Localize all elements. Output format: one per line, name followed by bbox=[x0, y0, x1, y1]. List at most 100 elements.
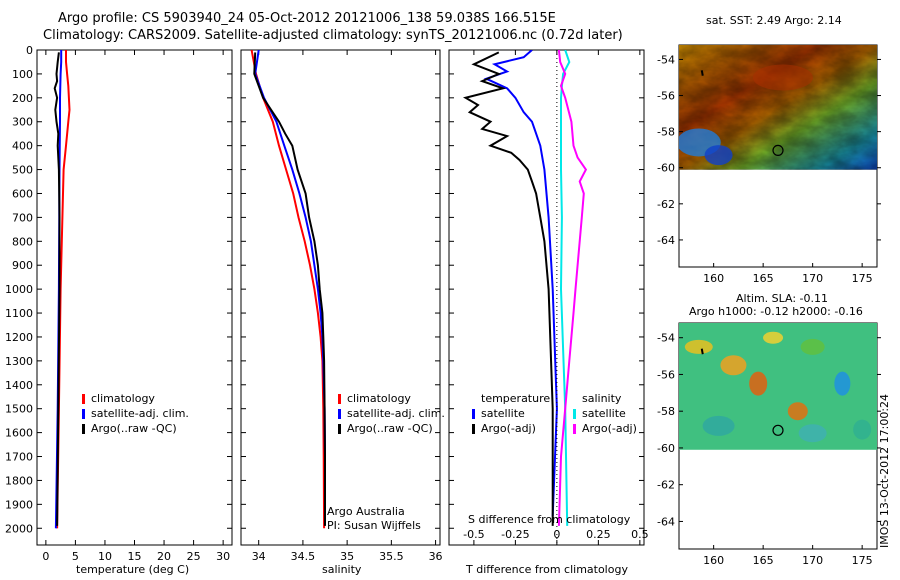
depth-tick-label: 800 bbox=[12, 235, 33, 248]
sst-map-y-tick-label: -62 bbox=[657, 198, 675, 211]
depth-tick-label: 1000 bbox=[5, 283, 33, 296]
depth-tick-label: 1600 bbox=[5, 427, 33, 440]
depth-tick-label: 900 bbox=[12, 259, 33, 272]
sst-map-x-tick-label: 170 bbox=[802, 272, 823, 285]
s-difference-axis-label: S difference from climatology bbox=[468, 513, 631, 526]
difference-salinity-legend: salinity satellite Argo(-adj) bbox=[573, 391, 637, 436]
legend-label-s-argo: Argo(-adj) bbox=[582, 422, 637, 435]
legend-swatch-t-satellite bbox=[472, 409, 475, 419]
sst-map-field-group bbox=[679, 45, 877, 170]
sla-map-sla-anomaly bbox=[800, 338, 825, 355]
salinity-panel-x-tick-label: 35.5 bbox=[379, 550, 404, 563]
depth-tick-label: 1700 bbox=[5, 451, 33, 464]
difference-s-tick-label: -0.5 bbox=[463, 528, 484, 541]
temperature-panel-x-tick-label: 15 bbox=[128, 550, 142, 563]
temperature-panel-x-tick-label: 0 bbox=[42, 550, 49, 563]
sla-map-sla-anomaly bbox=[749, 371, 768, 396]
legend-item-argo: Argo(..raw -QC) bbox=[82, 421, 189, 436]
temperature-panel-x-tick-label: 30 bbox=[216, 550, 230, 563]
sla-map-y-tick-label: -60 bbox=[657, 442, 675, 455]
sla-map-x-tick-label: 165 bbox=[753, 554, 774, 567]
credit-pi: PI: Susan Wijffels bbox=[327, 519, 421, 532]
legend-swatch-satellite-adj bbox=[338, 409, 341, 419]
legend-label-satellite-adj: satellite-adj. clim. bbox=[347, 407, 445, 420]
legend-label-satellite-adj: satellite-adj. clim. bbox=[91, 407, 189, 420]
depth-tick-label: 1100 bbox=[5, 307, 33, 320]
salinity-panel-x-tick-label: 35 bbox=[340, 550, 354, 563]
depth-tick-label: 1300 bbox=[5, 355, 33, 368]
legend-swatch-climatology bbox=[82, 394, 85, 404]
sst-map-y-tick-label: -58 bbox=[657, 126, 675, 139]
sst-map-cold-core bbox=[704, 145, 733, 166]
legend-item-climatology: climatology bbox=[338, 391, 445, 406]
sst-map-track-mark bbox=[700, 70, 704, 76]
salinity-panel-x-tick-label: 34.5 bbox=[291, 550, 316, 563]
credit-org: Argo Australia bbox=[327, 505, 405, 518]
depth-tick-label: 1500 bbox=[5, 403, 33, 416]
legend-item-argo: Argo(..raw -QC) bbox=[338, 421, 445, 436]
sla-map-sla-anomaly bbox=[684, 339, 713, 354]
difference-s-tick-label: 0.25 bbox=[586, 528, 611, 541]
legend-swatch-satellite-adj bbox=[82, 409, 85, 419]
legend-item-satellite-adj: satellite-adj. clim. bbox=[82, 406, 189, 421]
sla-map-sla-anomaly bbox=[720, 355, 747, 376]
legend-swatch-climatology bbox=[338, 394, 341, 404]
legend-item-t-satellite: satellite bbox=[472, 406, 550, 421]
depth-tick-label: 100 bbox=[12, 68, 33, 81]
difference-panel-series-line bbox=[559, 50, 571, 526]
figure-title-line-1: Argo profile: CS 5903940_24 05-Oct-2012 … bbox=[58, 11, 556, 26]
sla-map-y-tick-label: -64 bbox=[657, 515, 675, 528]
legend-item-s-argo: Argo(-adj) bbox=[573, 421, 637, 436]
sla-map-sla-anomaly bbox=[853, 419, 872, 440]
depth-tick-label: 700 bbox=[12, 211, 33, 224]
sst-map-x-tick-label: 160 bbox=[703, 272, 724, 285]
depth-tick-label: 2000 bbox=[5, 522, 33, 535]
temperature-panel-x-tick-label: 20 bbox=[157, 550, 171, 563]
sst-map-y-tick-label: -56 bbox=[657, 90, 675, 103]
temperature-panel-series-line bbox=[56, 50, 71, 529]
sla-map-y-tick-label: -58 bbox=[657, 405, 675, 418]
sla-map-x-tick-label: 170 bbox=[802, 554, 823, 567]
difference-temperature-legend: temperature satellite Argo(-adj) bbox=[472, 391, 550, 436]
sla-map-float-marker bbox=[772, 424, 784, 436]
salinity-panel-x-tick-label: 34 bbox=[252, 550, 266, 563]
legend-item-s-satellite: satellite bbox=[573, 406, 637, 421]
sla-map-sla-anomaly bbox=[763, 331, 784, 344]
salinity-axis-label: salinity bbox=[322, 563, 362, 576]
difference-panel-series-line bbox=[557, 50, 588, 526]
legend-swatch-argo bbox=[338, 424, 341, 434]
difference-s-tick-label: 0 bbox=[553, 528, 560, 541]
legend-label-s-satellite: satellite bbox=[582, 407, 626, 420]
legend-heading-salinity: salinity bbox=[582, 392, 622, 405]
legend-swatch-s-argo bbox=[573, 424, 576, 434]
sst-map-x-tick-label: 175 bbox=[852, 272, 873, 285]
salinity-panel-series-line bbox=[250, 50, 326, 529]
temperature-panel-x-tick-label: 25 bbox=[187, 550, 201, 563]
legend-label-argo: Argo(..raw -QC) bbox=[91, 422, 177, 435]
t-difference-axis-label: T difference from climatology bbox=[466, 563, 628, 576]
temperature-panel-x-tick-label: 5 bbox=[72, 550, 79, 563]
difference-s-tick-label: 0.5 bbox=[631, 528, 649, 541]
depth-tick-label: 1400 bbox=[5, 379, 33, 392]
temperature-panel-series-group bbox=[53, 50, 71, 529]
sla-map-title: Altim. SLA: -0.11 bbox=[736, 292, 829, 305]
salinity-legend: climatology satellite-adj. clim. Argo(..… bbox=[338, 391, 445, 436]
difference-panel-series-group bbox=[462, 50, 588, 526]
sla-map-x-tick-label: 160 bbox=[703, 554, 724, 567]
legend-swatch-s-satellite bbox=[573, 409, 576, 419]
sla-map-y-tick-label: -56 bbox=[657, 368, 675, 381]
legend-label-climatology: climatology bbox=[91, 392, 155, 405]
difference-panel-series-line bbox=[483, 50, 558, 517]
depth-tick-label: 600 bbox=[12, 187, 33, 200]
legend-label-climatology: climatology bbox=[347, 392, 411, 405]
temperature-legend: climatology satellite-adj. clim. Argo(..… bbox=[82, 391, 189, 436]
legend-label-t-satellite: satellite bbox=[481, 407, 525, 420]
depth-tick-label: 1800 bbox=[5, 474, 33, 487]
sst-map-title: sat. SST: 2.49 Argo: 2.14 bbox=[706, 14, 842, 27]
temperature-axis-label: temperature (deg C) bbox=[76, 563, 190, 576]
depth-tick-label: 200 bbox=[12, 92, 33, 105]
sst-map-x-tick-label: 165 bbox=[753, 272, 774, 285]
difference-panel-frame bbox=[448, 49, 645, 546]
sla-map-field-group bbox=[679, 323, 877, 450]
